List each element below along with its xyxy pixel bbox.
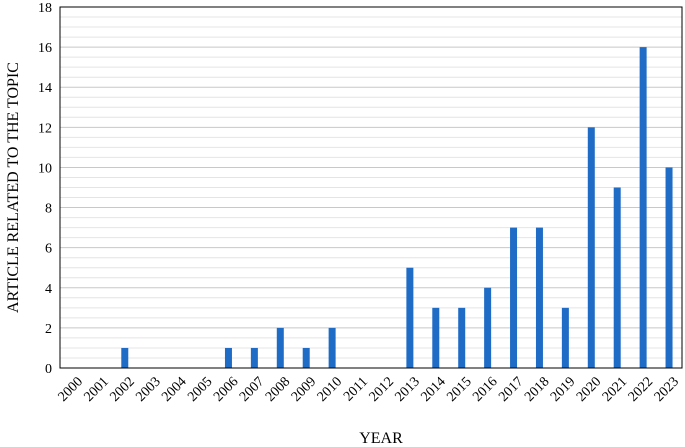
y-tick-label: 4 xyxy=(45,282,52,297)
x-tick-label: 2010 xyxy=(315,374,345,404)
bar-2009 xyxy=(302,347,310,368)
y-tick-label: 12 xyxy=(38,121,52,136)
y-tick-label: 0 xyxy=(45,362,52,377)
x-tick-label: 2020 xyxy=(574,374,604,404)
x-axis-title: YEAR xyxy=(359,430,403,447)
bar-2010 xyxy=(328,327,336,368)
plot-area-frame xyxy=(59,6,683,369)
x-tick-label: 2011 xyxy=(341,374,371,404)
bar-2002 xyxy=(121,347,129,368)
y-tick-label: 8 xyxy=(45,202,52,217)
bar-2014 xyxy=(432,307,440,368)
bar-2022 xyxy=(639,47,647,368)
x-tick-label: 2017 xyxy=(496,374,526,404)
y-tick-label: 2 xyxy=(45,322,52,337)
x-tick-label: 2006 xyxy=(211,374,241,404)
x-tick-label: 2008 xyxy=(263,374,293,404)
x-tick-label: 2009 xyxy=(289,374,319,404)
bar-2013 xyxy=(406,267,414,368)
bar-2021 xyxy=(613,187,621,368)
y-tick-label: 6 xyxy=(45,242,52,257)
x-tick-label: 2018 xyxy=(522,374,552,404)
x-tick-label: 2002 xyxy=(107,374,137,404)
y-axis-ticks: 0 2 4 6 8 10 12 14 16 18 xyxy=(38,1,52,377)
bar-2023 xyxy=(665,167,673,368)
bar-2007 xyxy=(250,347,258,368)
x-tick-label: 2000 xyxy=(56,374,86,404)
x-tick-label: 2019 xyxy=(548,374,578,404)
x-tick-label: 2003 xyxy=(133,374,163,404)
x-tick-label: 2012 xyxy=(367,374,397,404)
bar-2017 xyxy=(510,227,518,368)
bar-2020 xyxy=(587,127,595,368)
x-tick-label: 2013 xyxy=(393,374,423,404)
x-tick-label: 2004 xyxy=(159,374,189,404)
bar-2018 xyxy=(535,227,543,368)
bar-2008 xyxy=(276,327,284,368)
x-tick-label: 2014 xyxy=(418,374,448,404)
bars xyxy=(121,47,673,368)
x-tick-label: 2022 xyxy=(626,374,656,404)
gridlines xyxy=(60,6,682,369)
y-tick-label: 16 xyxy=(38,41,52,56)
bar-2019 xyxy=(561,307,569,368)
x-tick-label: 2021 xyxy=(600,374,630,404)
y-axis-title: ARTICLE RELATED TO THE TOPIC xyxy=(5,62,22,313)
x-tick-label: 2005 xyxy=(185,374,215,404)
bar-2016 xyxy=(484,287,492,368)
x-tick-label: 2023 xyxy=(652,374,682,404)
y-tick-label: 14 xyxy=(38,81,52,96)
x-axis-ticks: 2000200120022003200420052006200720082009… xyxy=(56,374,682,404)
bar-2015 xyxy=(458,307,466,368)
x-tick-label: 2016 xyxy=(470,374,500,404)
x-tick-label: 2001 xyxy=(82,374,112,404)
x-tick-label: 2007 xyxy=(237,374,267,404)
bar-2006 xyxy=(224,347,232,368)
y-tick-label: 10 xyxy=(38,161,52,176)
x-tick-label: 2015 xyxy=(444,374,474,404)
y-tick-label: 18 xyxy=(38,1,52,16)
